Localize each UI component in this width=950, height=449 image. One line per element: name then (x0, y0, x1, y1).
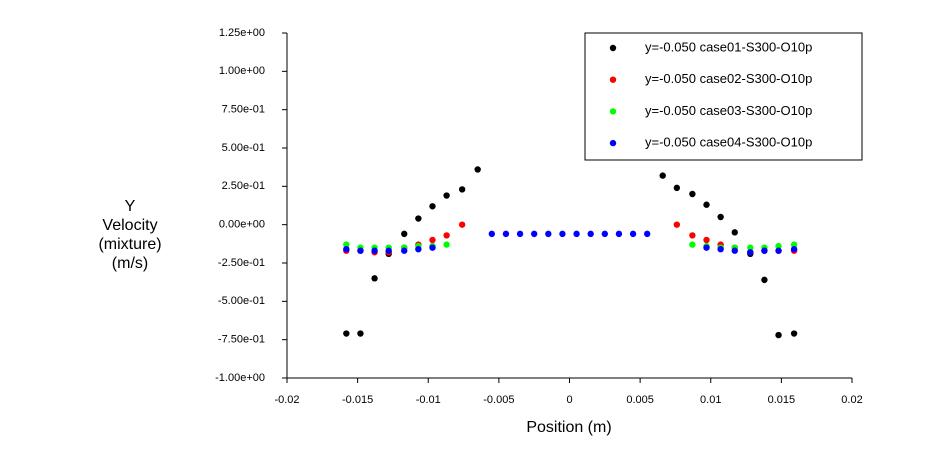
data-point (659, 172, 666, 179)
data-point (429, 236, 436, 244)
data-point (443, 232, 450, 239)
data-point (761, 247, 768, 254)
y-tick-label: -5.00e-01 (218, 295, 265, 307)
x-tick-label: 0.01 (700, 394, 721, 406)
data-point (703, 244, 710, 251)
y-tick-label: -2.50e-01 (218, 257, 265, 269)
data-point (502, 230, 510, 238)
data-point (747, 244, 754, 251)
data-point (775, 242, 782, 250)
y-tick-label: 7.50e-01 (222, 104, 265, 116)
x-tick-label: -0.005 (483, 394, 514, 406)
y-tick-label: 5.00e-01 (222, 142, 265, 154)
data-point (731, 247, 738, 254)
data-point (673, 221, 681, 228)
data-point (357, 330, 364, 337)
data-point (775, 331, 782, 339)
y-axis-label: Velocity (102, 217, 157, 234)
y-axis-label: Y (125, 198, 136, 215)
data-point (343, 330, 350, 337)
data-point (601, 230, 609, 238)
x-tick-label: 0.02 (841, 394, 862, 406)
data-point (443, 241, 450, 248)
data-point (689, 232, 696, 239)
legend-label: y=-0.050 case01-S300-O10p (645, 39, 812, 54)
x-tick-label: -0.015 (342, 394, 373, 406)
data-point (545, 230, 552, 238)
data-point (629, 230, 637, 238)
x-axis-label: Position (m) (526, 419, 611, 436)
data-point (415, 246, 422, 253)
data-point (673, 184, 681, 192)
y-axis-label: (mixture) (98, 236, 161, 253)
data-point (401, 247, 408, 254)
y-tick-label: -7.50e-01 (218, 334, 265, 346)
data-point (717, 246, 724, 253)
x-tick-label: -0.02 (274, 394, 299, 406)
data-point (458, 186, 466, 193)
data-point (516, 230, 524, 238)
y-tick-label: -1.00e+00 (215, 372, 265, 384)
data-point (343, 246, 350, 253)
data-point (385, 247, 392, 254)
legend-marker (609, 139, 617, 147)
data-point (790, 330, 798, 337)
data-point (357, 247, 364, 254)
data-point (615, 230, 623, 238)
y-axis-label: (m/s) (112, 255, 148, 272)
data-point (573, 230, 580, 238)
legend-label: y=-0.050 case04-S300-O10p (645, 135, 812, 150)
x-tick-label: 0 (566, 394, 572, 406)
data-point (371, 247, 378, 254)
x-tick-label: -0.01 (416, 394, 441, 406)
legend-box (584, 32, 863, 161)
data-point (775, 247, 782, 254)
data-point (717, 213, 724, 221)
data-point (790, 246, 798, 253)
data-point (703, 236, 710, 244)
legend-marker (609, 76, 617, 83)
data-point (731, 229, 738, 236)
data-point (443, 192, 450, 199)
y-tick-label: 1.00e+00 (219, 65, 265, 77)
data-point (761, 276, 768, 284)
data-point (429, 203, 436, 210)
data-point (587, 230, 594, 238)
legend-marker (609, 44, 617, 52)
data-point (488, 230, 496, 238)
data-point (530, 230, 538, 238)
data-point (790, 241, 798, 248)
y-tick-label: 0.00e+00 (219, 219, 265, 231)
data-point (401, 230, 408, 238)
x-tick-label: 0.005 (626, 394, 654, 406)
data-point (559, 230, 566, 238)
data-point (371, 275, 378, 282)
data-point (415, 215, 422, 222)
data-point (747, 249, 754, 256)
data-point (703, 201, 710, 208)
data-point (689, 190, 696, 198)
y-tick-label: 2.50e-01 (222, 180, 265, 192)
legend-marker (609, 108, 617, 115)
legend-label: y=-0.050 case03-S300-O10p (645, 103, 812, 118)
legend-label: y=-0.050 case02-S300-O10p (645, 71, 812, 86)
data-point (643, 230, 651, 238)
data-point (689, 241, 696, 248)
data-point (343, 241, 350, 248)
data-point (474, 166, 481, 173)
x-tick-label: 0.015 (768, 394, 796, 406)
data-point (458, 221, 466, 228)
data-point (429, 244, 436, 251)
y-tick-label: 1.25e+00 (219, 27, 265, 39)
